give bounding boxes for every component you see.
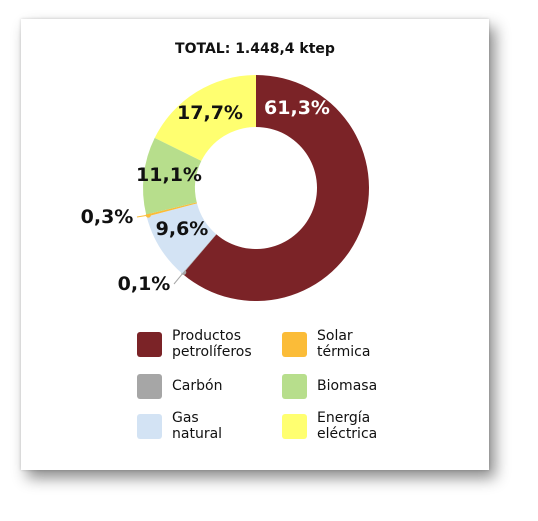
chart-title: TOTAL: 1.448,4 ktep — [175, 41, 335, 57]
legend-label-line: natural — [172, 426, 223, 442]
legend-label-energia-electrica: Energía eléctrica — [317, 410, 377, 442]
legend-label-line: Gas — [172, 410, 199, 426]
slice-productos-petroliferos — [182, 75, 369, 301]
leader-line-carbon — [173, 271, 185, 285]
legend-swatch-solar-termica — [282, 332, 307, 357]
legend-label-biomasa: Biomasa — [317, 378, 377, 394]
chart-card: TOTAL: 1.448,4 ktep 61,3% 0,1% 9,6% 0,3% 11,… — [21, 19, 489, 470]
data-label-solar-termica: 0,3% — [81, 206, 134, 228]
slice-energia-electrica — [154, 75, 256, 161]
legend-label-productos-petroliferos: Productos petrolíferos — [172, 328, 252, 360]
slice-gas-natural — [146, 203, 217, 274]
legend-label-line: Solar — [317, 328, 353, 344]
data-label-productos-petroliferos: 61,3% — [264, 97, 330, 119]
data-label-biomasa: 11,1% — [136, 164, 202, 186]
legend-swatch-biomasa — [282, 374, 307, 399]
data-label-energia-electrica: 17,7% — [177, 102, 243, 124]
donut-chart: 61,3% 0,1% 9,6% 0,3%11,1% 17,7% — [81, 75, 369, 301]
legend-label-carbon: Carbón — [172, 378, 222, 394]
slice-carbon — [182, 234, 217, 274]
legend-label-line: Carbón — [172, 378, 223, 394]
slice-biomasa — [143, 137, 202, 215]
legend-swatch-energia-electrica — [282, 414, 307, 439]
leader-line-solar-termica — [136, 214, 149, 218]
legend-label-solar-termica: Solar térmica — [317, 328, 370, 360]
legend-label-line: petrolíferos — [172, 344, 252, 360]
legend-label-line: Energía — [317, 410, 371, 426]
legend-swatch-carbon — [137, 374, 162, 399]
data-label-gas-natural: 9,6% — [156, 218, 209, 240]
legend-label-line: Productos — [172, 328, 242, 344]
legend-label-gas-natural: Gas natural — [172, 410, 222, 442]
data-label-carbon: 0,1% — [118, 273, 171, 295]
legend-label-line: Biomasa — [317, 378, 378, 394]
legend-label-line: térmica — [317, 344, 371, 360]
legend-swatch-productos-petroliferos — [137, 332, 162, 357]
slice-solar-termica — [146, 202, 197, 217]
legend-label-line: eléctrica — [317, 426, 378, 442]
legend-swatch-gas-natural — [137, 414, 162, 439]
